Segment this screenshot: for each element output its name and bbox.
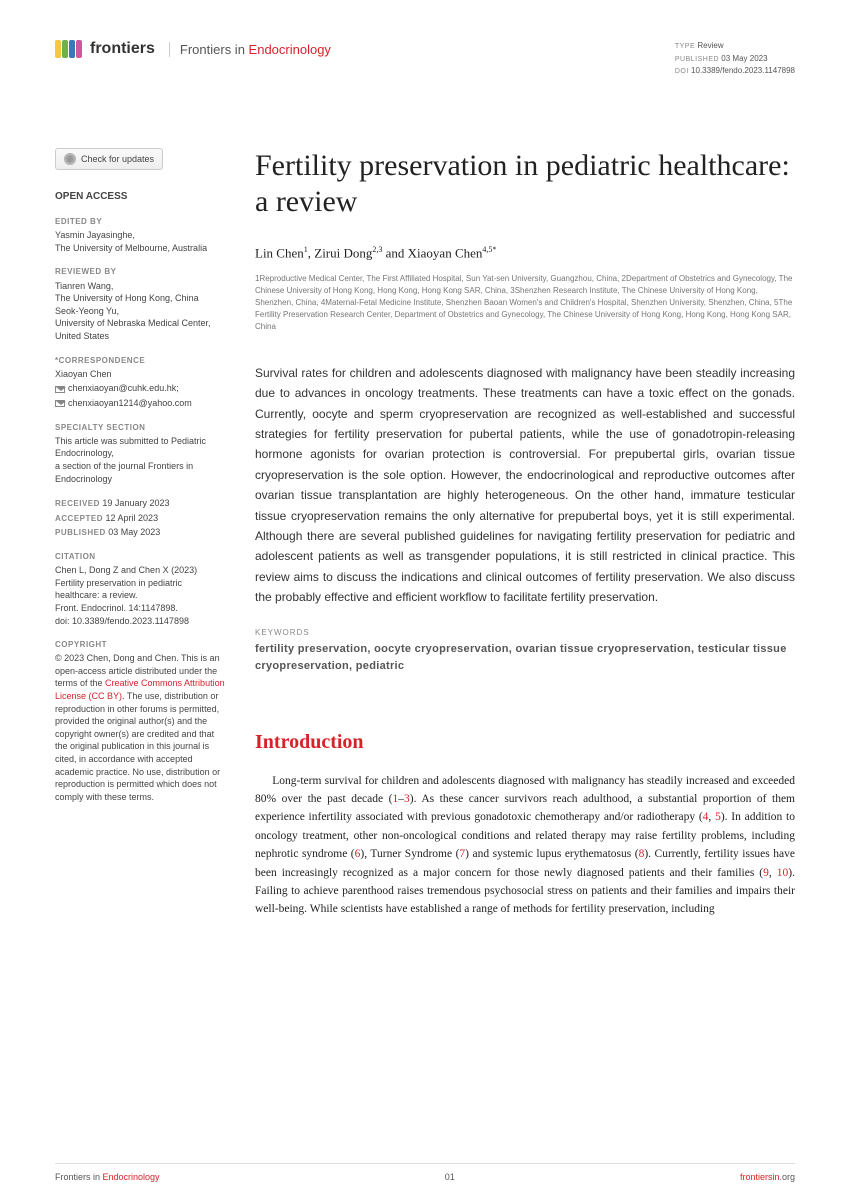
open-access-badge: OPEN ACCESS: [55, 190, 225, 204]
meta-doi-label: DOI: [675, 68, 689, 75]
citation-value: Chen L, Dong Z and Chen X (2023) Fertili…: [55, 564, 225, 627]
envelope-icon: [55, 400, 65, 407]
brand-block: frontiers Frontiers in Endocrinology: [55, 40, 331, 58]
check-updates-button[interactable]: Check for updates: [55, 148, 163, 171]
keywords: fertility preservation, oocyte cryoprese…: [255, 641, 795, 676]
footer-right[interactable]: frontiersin.org: [740, 1172, 795, 1182]
accepted-label: ACCEPTED: [55, 514, 103, 523]
received-value: 19 January 2023: [102, 498, 169, 508]
crossmark-icon: [64, 153, 76, 165]
meta-type-label: TYPE: [675, 43, 695, 50]
frontiers-logo-icon: [55, 40, 82, 58]
meta-doi-link[interactable]: 10.3389/fendo.2023.1147898: [691, 66, 795, 75]
correspondence-name: Xiaoyan Chen: [55, 368, 225, 381]
article-title: Fertility preservation in pediatric heal…: [255, 148, 795, 220]
published-label: PUBLISHED: [55, 528, 106, 537]
page-header: frontiers Frontiers in Endocrinology TYP…: [55, 40, 795, 78]
journal-prefix: Frontiers in: [180, 42, 249, 57]
meta-published-value: 03 May 2023: [721, 54, 767, 63]
edited-by-value: Yasmin Jayasinghe, The University of Mel…: [55, 229, 225, 254]
reviewed-by-value: Tianren Wang, The University of Hong Kon…: [55, 280, 225, 343]
page-number: 01: [445, 1172, 455, 1182]
sidebar: Check for updates OPEN ACCESS EDITED BY …: [55, 148, 225, 919]
page: frontiers Frontiers in Endocrinology TYP…: [0, 0, 850, 1202]
accepted-value: 12 April 2023: [106, 513, 159, 523]
brand-name: frontiers: [90, 40, 155, 58]
correspondence-email-2[interactable]: chenxiaoyan1214@yahoo.com: [55, 397, 225, 410]
specialty-value: This article was submitted to Pediatric …: [55, 435, 225, 485]
envelope-icon: [55, 386, 65, 393]
meta-published-label: PUBLISHED: [675, 56, 719, 63]
correspondence-email-1[interactable]: chenxiaoyan@cuhk.edu.hk;: [55, 382, 225, 395]
copyright-label: COPYRIGHT: [55, 639, 225, 650]
main-column: Fertility preservation in pediatric heal…: [255, 148, 795, 919]
correspondence-label: *CORRESPONDENCE: [55, 355, 225, 366]
citation-label: CITATION: [55, 551, 225, 562]
introduction-body: Long-term survival for children and adol…: [255, 772, 795, 919]
journal-name: Frontiers in Endocrinology: [169, 42, 331, 57]
affiliations: 1Reproductive Medical Center, The First …: [255, 273, 795, 333]
check-updates-label: Check for updates: [81, 153, 154, 166]
received-label: RECEIVED: [55, 499, 100, 508]
meta-type-value: Review: [697, 41, 723, 50]
specialty-label: SPECIALTY SECTION: [55, 422, 225, 433]
journal-accent: Endocrinology: [249, 42, 331, 57]
footer-left: Frontiers in Endocrinology: [55, 1172, 160, 1182]
page-footer: Frontiers in Endocrinology 01 frontiersi…: [55, 1163, 795, 1182]
keywords-label: KEYWORDS: [255, 628, 795, 637]
header-meta: TYPE Review PUBLISHED 03 May 2023 DOI 10…: [675, 40, 795, 78]
authors-line: Lin Chen1, Zirui Dong2,3 and Xiaoyan Che…: [255, 245, 795, 261]
content-columns: Check for updates OPEN ACCESS EDITED BY …: [55, 148, 795, 919]
edited-by-label: EDITED BY: [55, 216, 225, 227]
reviewed-by-label: REVIEWED BY: [55, 266, 225, 277]
published-value: 03 May 2023: [108, 527, 160, 537]
abstract: Survival rates for children and adolesce…: [255, 363, 795, 608]
introduction-heading: Introduction: [255, 731, 795, 754]
copyright-text: © 2023 Chen, Dong and Chen. This is an o…: [55, 652, 225, 803]
